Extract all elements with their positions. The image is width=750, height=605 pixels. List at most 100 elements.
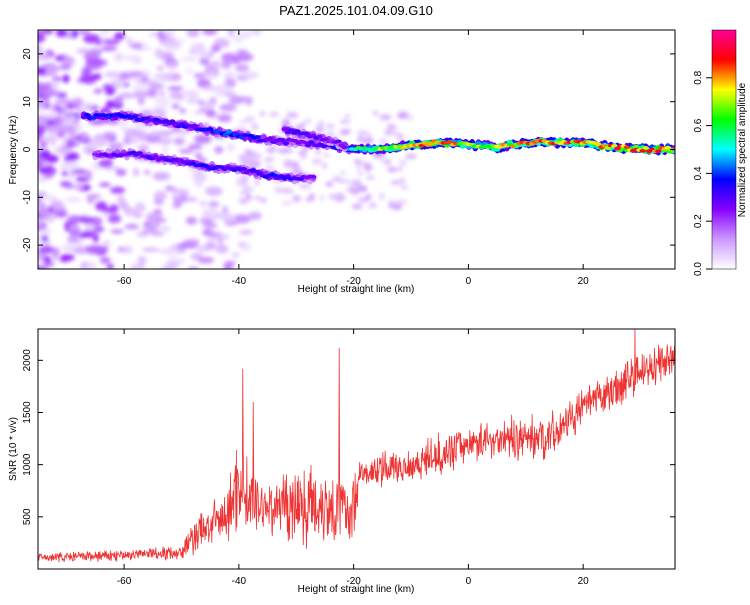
spectrogram-cell — [272, 173, 279, 178]
spectrogram-blob — [397, 167, 403, 171]
spectrogram-blob — [362, 137, 374, 144]
spectrogram-blob — [386, 124, 394, 129]
spectrogram-blob — [41, 114, 56, 119]
spectrogram-blob — [208, 201, 220, 208]
y-tick-label: 1500 — [22, 401, 33, 424]
spectrogram-blob — [119, 92, 135, 99]
spectrogram-blob — [241, 179, 247, 185]
spectrogram-blob — [199, 57, 210, 66]
spectrogram-blob — [66, 127, 78, 137]
spectrogram-cell — [304, 143, 312, 147]
spectrogram-blob — [202, 208, 219, 214]
spectrogram-blob — [269, 111, 279, 117]
spectrogram-blob — [178, 148, 194, 154]
spectrogram-blob — [281, 201, 293, 206]
spectrogram-blob — [38, 66, 47, 75]
spectrogram-blob — [324, 131, 336, 135]
spectrogram-cell — [639, 149, 646, 153]
snr-panel: -60 -40 -20 0 20 500 1000 1500 2000 Height of s… — [8, 328, 676, 595]
spectrogram-blob — [318, 121, 325, 125]
spectrogram-blob — [339, 119, 351, 124]
spectrogram-cell — [307, 140, 315, 145]
spectrogram-blob — [393, 199, 404, 205]
spectrogram-blob — [215, 244, 229, 254]
spectrogram-blob — [339, 132, 350, 136]
spectrogram-blob — [137, 134, 150, 142]
spectrogram-blob — [203, 100, 215, 111]
spectrogram-blob — [228, 35, 246, 40]
spectrogram-blob — [106, 263, 114, 269]
spectrogram-blob — [123, 206, 137, 216]
spectrogram-blob — [216, 40, 230, 46]
spectrogram-blob — [177, 95, 185, 101]
spectrogram-blob — [151, 217, 168, 223]
spectrogram-blob — [276, 148, 289, 154]
spectrogram-blob — [283, 188, 295, 194]
spectrogram-blob — [148, 82, 165, 91]
spectrogram-blob — [379, 114, 392, 121]
spectrogram-blob — [64, 184, 74, 189]
x-tick-label: -60 — [117, 576, 132, 587]
spectrogram-blob — [316, 124, 324, 131]
spectrogram-blob — [351, 190, 359, 195]
spectrogram-blob — [121, 245, 133, 254]
spectrogram-cell — [284, 174, 292, 178]
spectrogram-blob — [143, 169, 151, 176]
spectrogram-blob — [167, 86, 184, 91]
spectrogram-blob — [226, 143, 235, 152]
figure-title: PAZ1.2025.101.04.09.G10 — [279, 3, 433, 18]
spectrogram-panel: -60 -40 -20 0 20 -20 -10 0 10 20 Height of strai… — [8, 29, 676, 295]
spectrogram-blob — [60, 120, 77, 127]
spectrogram-blob — [173, 193, 181, 198]
x-tick-label: -40 — [232, 276, 247, 287]
spectrogram-blob — [193, 110, 202, 116]
x-tick-label: -20 — [346, 576, 361, 587]
spectrogram-blob — [79, 75, 94, 83]
spectrogram-blob — [173, 137, 185, 146]
spectrogram-cell — [90, 115, 97, 120]
spectrogram-blob — [255, 196, 261, 200]
spectrogram-blob — [161, 145, 169, 155]
spectrogram-blob — [147, 223, 157, 231]
spectrogram-blob — [102, 212, 109, 218]
snr-marks — [38, 329, 675, 563]
spectrogram-blob — [205, 240, 217, 251]
spectrogram-blob — [68, 173, 75, 179]
spectrogram-blob — [62, 56, 75, 67]
spectrogram-blob — [245, 195, 253, 201]
spectrogram-blob — [263, 158, 275, 162]
spectrogram-blob — [365, 194, 372, 199]
spectrogram-blob — [40, 136, 58, 143]
spectrogram-blob — [311, 158, 323, 165]
spectrogram-cell — [222, 132, 230, 137]
spectrogram-cell — [427, 141, 435, 146]
spectrogram-blob — [84, 245, 103, 255]
spectrogram-blob — [260, 197, 267, 203]
spectrogram-blob — [390, 180, 401, 185]
spectrogram-blob — [149, 31, 156, 38]
spectrogram-blob — [185, 216, 198, 225]
spectrogram-blob — [107, 214, 122, 224]
spectrogram-cell — [309, 174, 317, 179]
spectrogram-blob — [206, 232, 217, 237]
spectrogram-blob — [84, 62, 102, 71]
spectrogram-blob — [71, 97, 84, 108]
spectrogram-blob — [132, 83, 149, 94]
colorbar: 0.0 0.2 0.4 0.6 0.8 Normalized spectral ampl… — [693, 29, 748, 276]
spectrogram-blob — [82, 185, 91, 191]
x-tick-label: 20 — [578, 276, 590, 287]
x-tick-label: 0 — [466, 576, 472, 587]
y-tick-label: 20 — [22, 48, 33, 60]
spectrogram-blob — [166, 259, 180, 269]
spectrogram-blob — [156, 130, 174, 136]
spectrogram-blob — [241, 174, 250, 180]
spectrogram-blob — [100, 30, 112, 35]
spectrogram-blob — [236, 49, 249, 57]
colorbar-tick-label: 0.8 — [693, 70, 704, 84]
spectrogram-blob — [228, 95, 245, 105]
spectrogram-blob — [251, 123, 259, 131]
spectrogram-blob — [186, 96, 201, 104]
spectrogram-blob — [116, 80, 125, 88]
spectrogram-cell — [254, 135, 261, 139]
spectrogram-blob — [298, 122, 306, 128]
